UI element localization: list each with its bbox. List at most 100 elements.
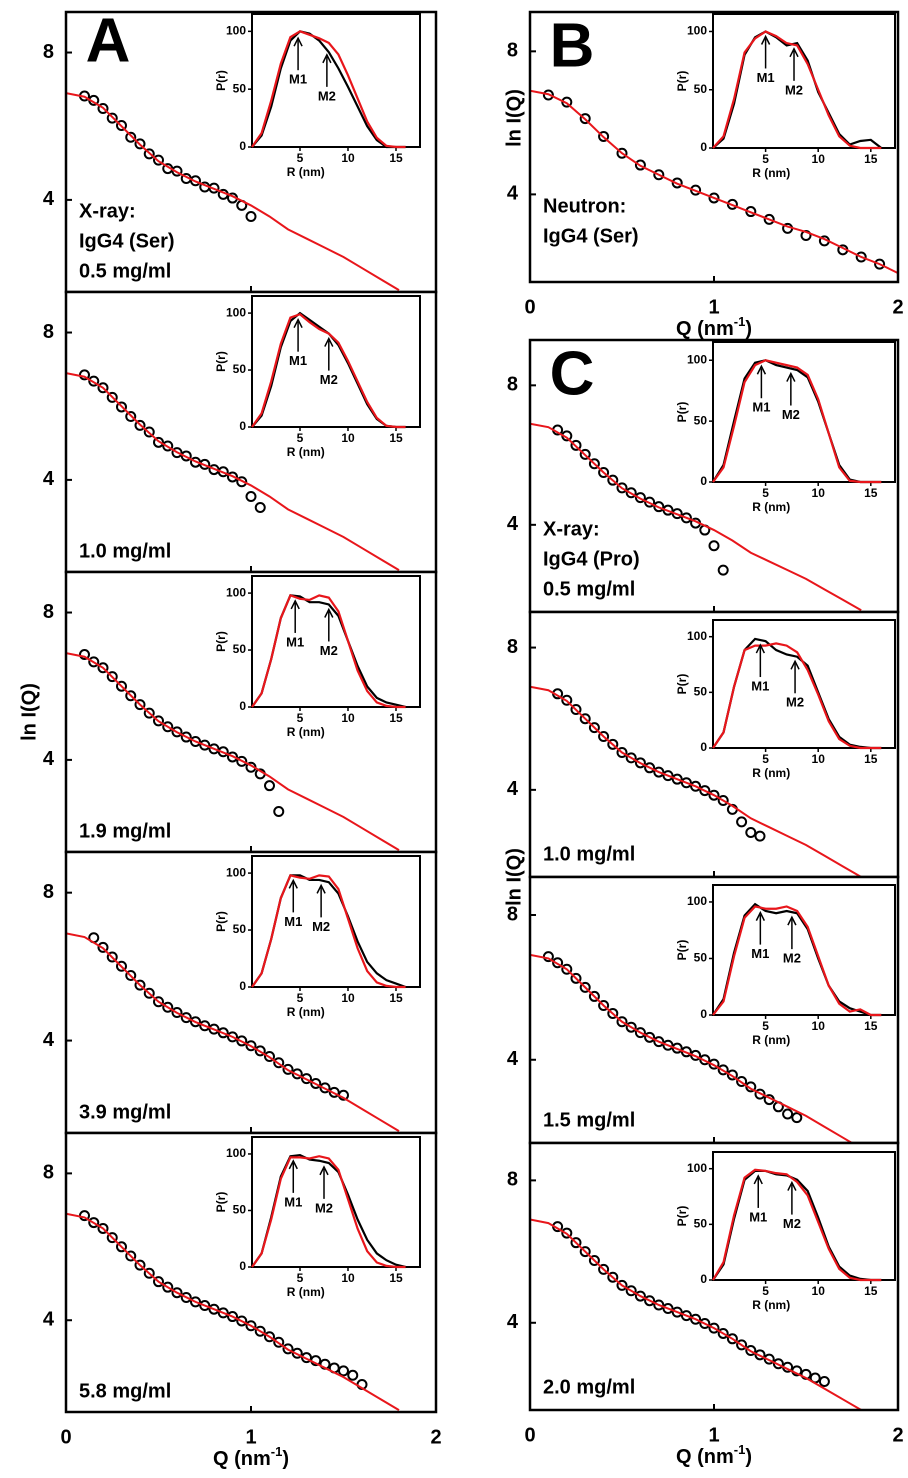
data-point [162,440,174,452]
annotation: 1.0 mg/ml [79,540,171,562]
data-point [153,996,164,1008]
data-point [171,1006,183,1018]
data-point [607,1007,619,1019]
data-point [699,1054,711,1066]
inset-x-tick-label: 10 [812,1284,826,1298]
inset-frame [712,341,896,483]
data-point [680,1310,692,1322]
data-point [171,1287,183,1299]
data-point [653,1036,665,1048]
y-axis-label: ln I(Q) [18,683,40,741]
inset-line [712,30,882,150]
data-point [347,1369,359,1381]
inset-x-label: R (nm) [752,166,790,180]
marker-label: M1 [284,914,302,929]
data-point [708,789,720,801]
inset-frame [251,13,421,148]
data-point [570,972,582,984]
x-axis-label-part: ) [745,1446,752,1468]
data-point [690,780,702,792]
marker-label: M1 [289,72,307,87]
data-point [708,192,720,204]
x-axis-label-part: Q (nm [676,318,734,340]
data-point [264,780,275,792]
y-tick-label: 8 [43,41,54,63]
marker-label: M2 [320,643,338,658]
data-point [874,258,886,270]
x-tick-label: 0 [524,296,535,318]
inset-frame [712,884,896,1016]
inset-x-tick-label: 15 [389,151,403,165]
data-point [217,1307,229,1319]
inset-x-tick-label: 5 [297,1271,304,1285]
annotation: 1.0 mg/ml [543,843,635,865]
data-point [644,1295,656,1307]
data-point [180,450,192,462]
y-tick-label: 4 [507,183,519,205]
data-point [180,731,192,743]
data-point [699,1317,711,1329]
data-point [134,1259,146,1271]
arrow-head [288,1159,298,1170]
inset-x-tick-label: 10 [812,1019,826,1033]
y-tick-label: 4 [507,1311,519,1333]
inset-y-label: P(r) [214,70,228,91]
data-point [319,1082,331,1094]
inset-frame [712,1151,896,1281]
data-point [97,1222,109,1234]
data-point [190,735,201,747]
y-tick-label: 4 [43,1029,55,1051]
data-point [717,1327,729,1339]
data-point [598,1263,610,1275]
x-tick-label: 2 [892,296,903,318]
inset-y-tick-label: 50 [233,362,247,376]
data-point [199,739,211,751]
data-point [254,502,266,514]
data-point [199,1020,211,1032]
data-point [625,1285,637,1297]
data-point [245,1320,257,1332]
data-point [143,1267,155,1279]
data-point [736,816,748,828]
marker-label: M2 [785,82,803,97]
data-point [662,1039,674,1051]
inset-frame [251,1136,421,1268]
y-tick-label: 4 [507,778,519,800]
data-point [217,1027,229,1039]
inset-x-tick-label: 15 [864,486,878,500]
data-point [552,957,564,969]
inset-line [251,593,406,709]
marker-label: M1 [284,1194,302,1209]
data-point [97,941,109,953]
data-point [97,103,109,115]
data-point [236,755,248,767]
y-tick-label: 8 [507,1169,518,1191]
data-point [598,467,610,479]
data-point [88,1217,100,1229]
arrow-head [790,659,800,670]
x-tick-label: 2 [430,1426,441,1448]
data-point [634,1290,646,1302]
data-point [282,1343,294,1355]
panel-label: C [550,339,595,408]
inset-x-label: R (nm) [752,500,790,514]
data-point [726,1333,738,1345]
inset-x-tick-label: 10 [341,431,355,445]
data-point [736,1075,748,1087]
inset-y-tick-label: 0 [239,139,246,153]
data-point [791,1112,803,1124]
y-tick-label: 8 [43,881,54,903]
fit-line [530,89,898,274]
data-point [190,1296,201,1308]
data-point [855,251,867,263]
data-point [754,830,766,842]
arrow-head [319,1165,329,1176]
data-point [162,1001,174,1013]
data-point [625,487,637,499]
data-point [88,656,100,668]
data-point [171,447,183,459]
inset-y-tick-label: 50 [233,922,247,936]
inset-x-tick-label: 10 [341,711,355,725]
data-point [745,1081,757,1093]
data-point [616,1016,628,1028]
